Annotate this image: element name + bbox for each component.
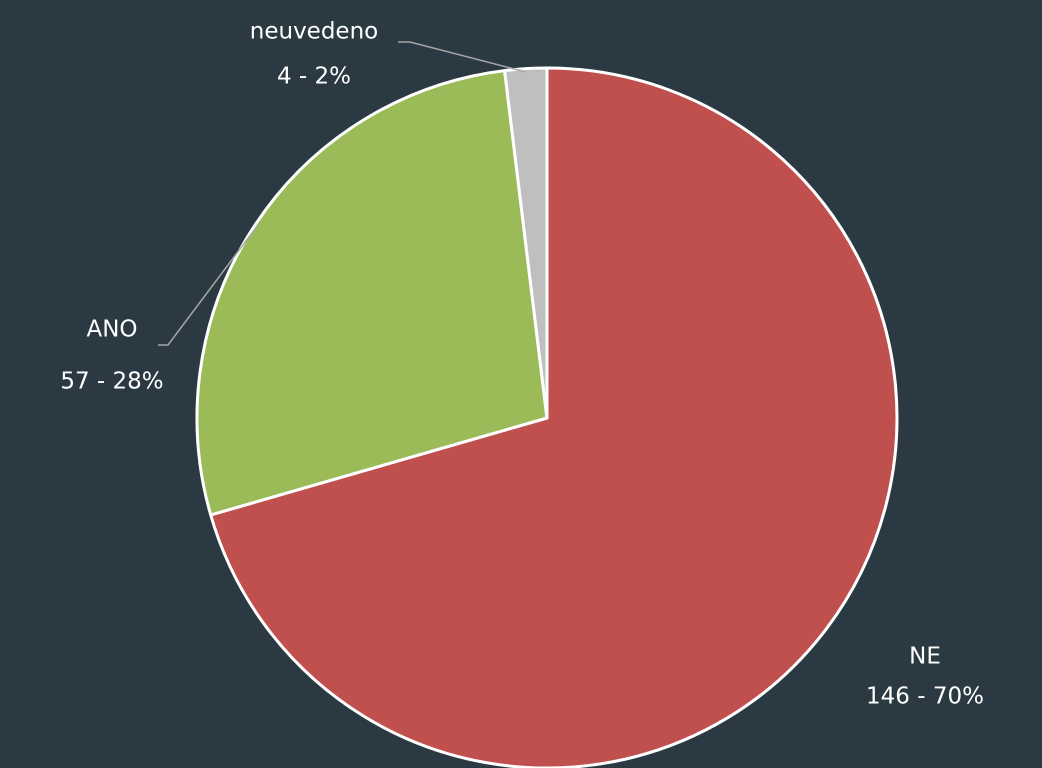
- leader-line: [398, 41, 527, 73]
- value-label: 146 - 70%: [866, 684, 984, 710]
- pie-slice: [209, 66, 899, 768]
- pie: [195, 66, 899, 768]
- pie-slice: [195, 69, 549, 517]
- category-label: ANO: [86, 317, 137, 343]
- pie-slice: [503, 66, 549, 420]
- category-label: neuvedeno: [250, 19, 378, 45]
- value-label: 4 - 2%: [277, 64, 351, 90]
- category-label: NE: [909, 644, 941, 670]
- value-label: 57 - 28%: [60, 369, 163, 395]
- leader-line: [158, 224, 259, 346]
